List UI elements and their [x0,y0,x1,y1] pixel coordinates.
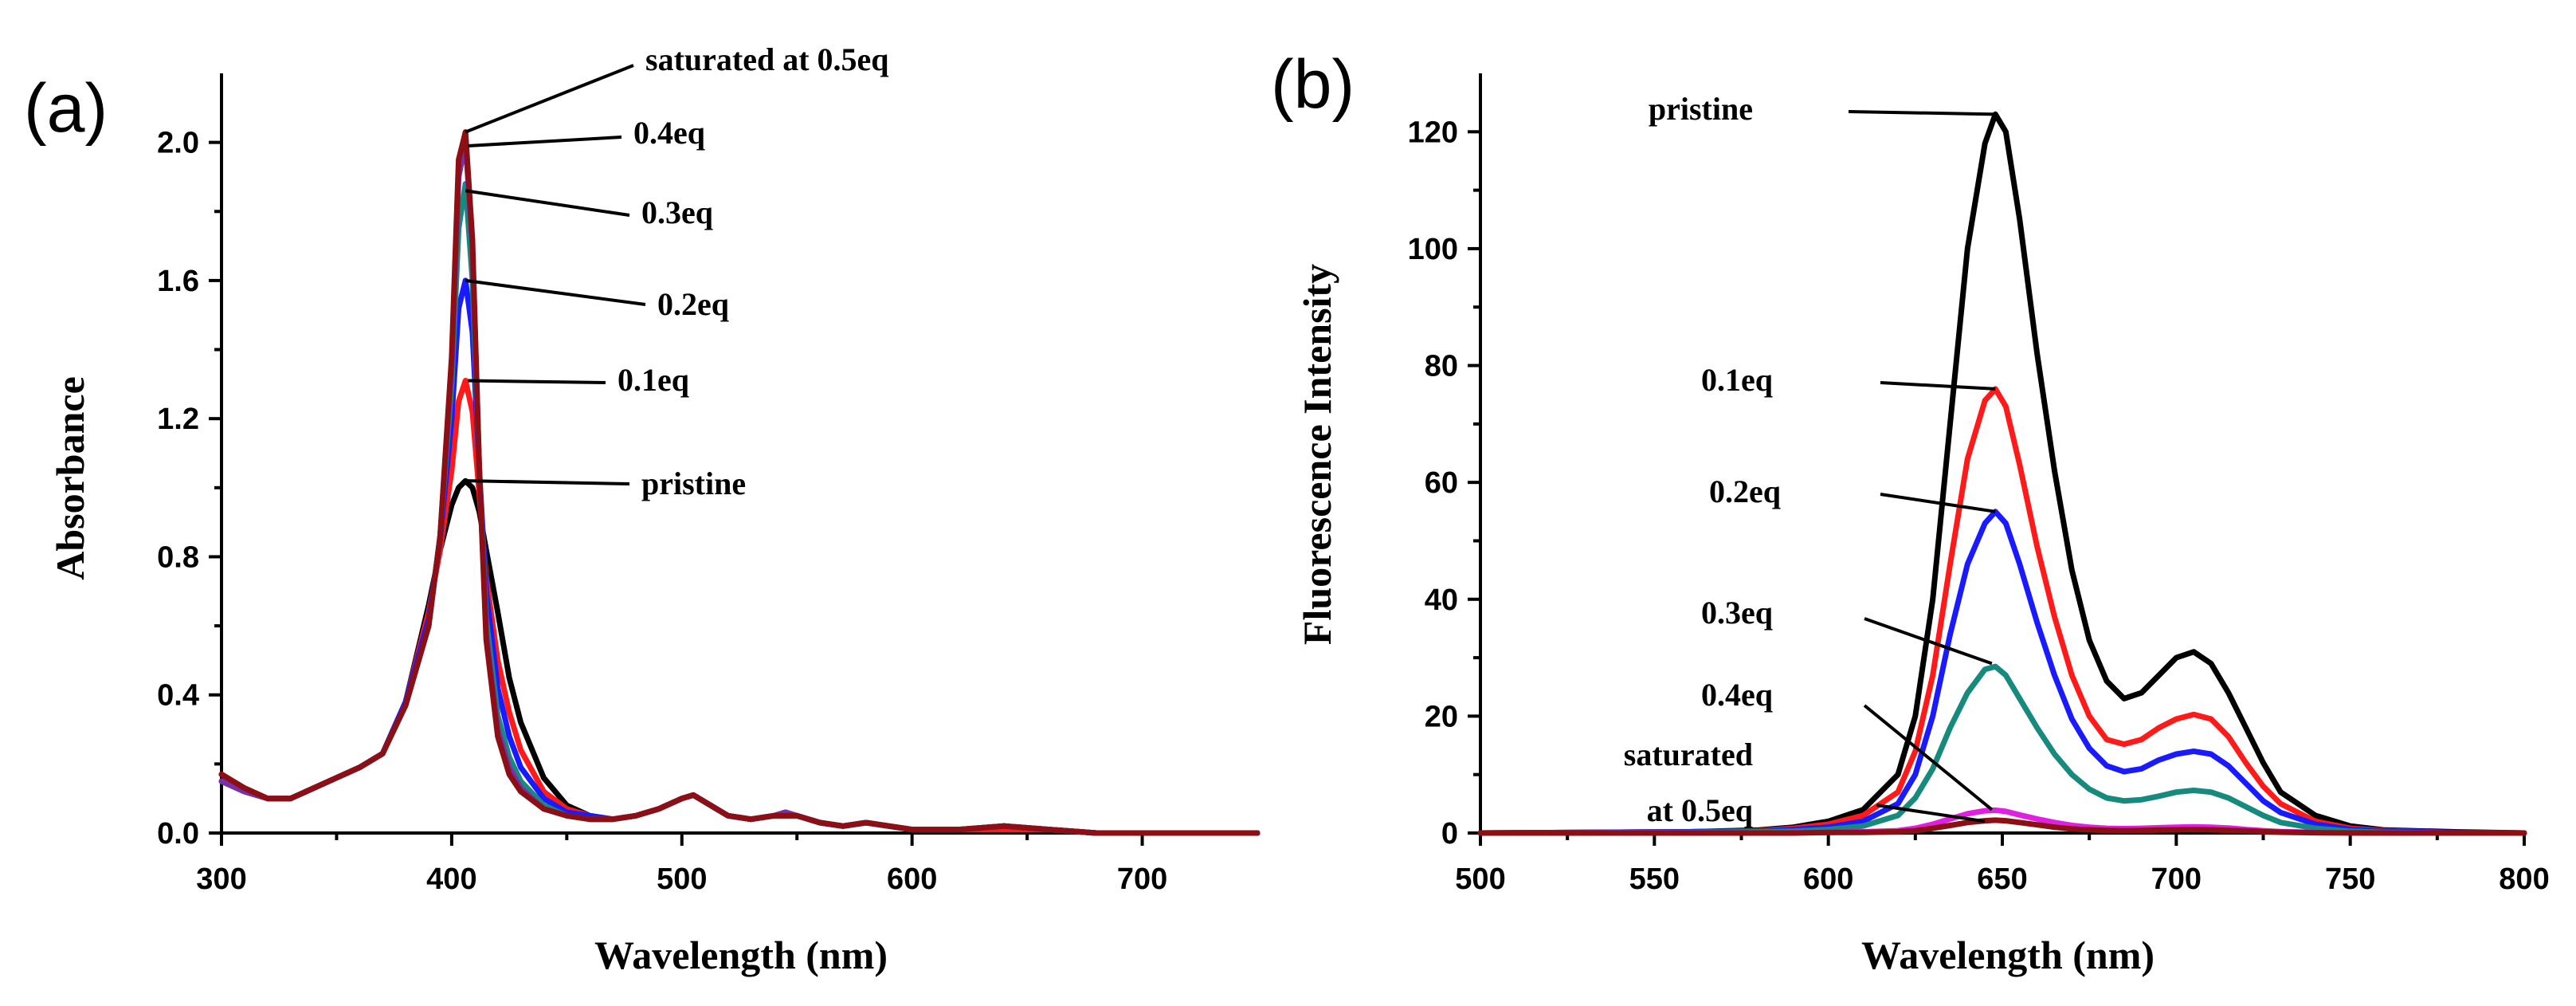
annotation-label: pristine [641,466,746,501]
x-axis-title-b: Wavelength (nm) [1861,933,2155,977]
y-axis-title-a: Absorbance [48,376,92,580]
y-tick-label: 40 [1425,584,1458,617]
annotation-leader [465,64,634,134]
annotation-leader [1864,617,1993,666]
y-tick-label: 0 [1441,817,1458,851]
x-tick-label: 400 [426,863,476,896]
annotation-leader [1876,804,1986,823]
series-line-pristine [1477,111,2527,836]
x-tick-label: 700 [1117,863,1167,896]
y-tick-label: 2.0 [157,127,199,160]
annotations-a: saturated at 0.5eq 0.4eq 0.3eq 0.2eq 0.1eq pr… [465,41,889,501]
annotation-label: 0.3eq [641,195,713,230]
x-tick-label: 600 [887,863,937,896]
x-tick-label: 300 [196,863,246,896]
annotation-label: 0.2eq [1709,474,1781,509]
x-tick-label: 800 [2499,863,2549,896]
annotation-label: 0.3eq [1701,595,1773,631]
series-line-pristine [218,477,1261,836]
y-tick-label: 0.8 [157,540,199,574]
y-axis-title-b: Fluorescence Intensity [1295,264,1339,645]
annotation-leader [1848,110,1996,116]
series-line-0-2eq [1477,509,2527,836]
x-tick-label: 550 [1629,863,1680,896]
panel-label-a: (a) [24,70,108,147]
series-line-0-2eq [218,277,1261,836]
series-line-0-1eq [1477,386,2527,836]
annotations-b: pristine 0.1eq 0.2eq 0.3eq 0.4eq saturated at … [1624,91,1996,828]
fluorescence-chart: (b) Wavelength (nm) Fluorescence Intensi… [1271,46,2550,977]
annotation-label: at 0.5eq [1647,792,1753,828]
annotation-label: 0.4eq [1701,677,1773,713]
annotation-leader [467,136,622,147]
annotation-leader [468,479,630,485]
x-tick-label: 700 [2151,863,2202,896]
y-tick-label: 120 [1408,116,1458,149]
annotation-label: 0.1eq [618,362,689,398]
panel-label-b: (b) [1271,46,1355,123]
annotation-leader [1863,704,1994,811]
y-tick-label: 100 [1408,233,1458,266]
series-line-saturated-at-0-5eq [218,129,1261,836]
annotation-leader [1880,493,1996,513]
x-axis-title-a: Wavelength (nm) [594,933,888,977]
annotation-leader [465,278,646,306]
annotation-label: saturated at 0.5eq [645,41,889,77]
y-tick-label: 0.4 [157,679,199,713]
x-tick-label: 600 [1803,863,1853,896]
x-tick-label: 650 [1977,863,2027,896]
absorbance-chart: (a) Wavelength (nm) Absorbance 300 400 500… [24,41,1261,977]
series-line-saturated-at-0-5eq [1477,817,2527,836]
series-line-0-1eq [218,378,1261,836]
series-line-0-3eq [218,181,1261,836]
axes-a [220,73,1257,835]
annotation-label: 0.2eq [657,286,729,322]
y-tick-label: 20 [1425,700,1458,733]
y-tick-label: 1.6 [157,265,199,298]
y-tick-label: 1.2 [157,403,199,436]
x-tick-label: 750 [2325,863,2375,896]
annotation-leader [468,379,606,384]
ticks-a: 300 400 500 600 700 0.0 0.4 0.8 1.2 1.6 2.0 [157,127,1167,896]
annotation-label: pristine [1649,91,1753,127]
annotation-label: saturated [1624,737,1753,772]
series-line-0-3eq [1477,663,2527,836]
annotation-leader [1880,381,1996,391]
series-a [218,129,1261,836]
ticks-b: 500 550 600 650 700 750 800 0 20 40 60 80 100 120 [1408,116,2550,896]
annotation-label: 0.1eq [1701,362,1773,398]
series-b [1477,111,2527,836]
y-tick-label: 60 [1425,466,1458,500]
x-tick-label: 500 [1455,863,1505,896]
annotation-label: 0.4eq [633,115,705,151]
y-tick-label: 0.0 [157,817,199,851]
annotation-leader [465,189,630,217]
axes-b [1479,73,2524,835]
x-tick-label: 500 [657,863,707,896]
y-tick-label: 80 [1425,350,1458,383]
